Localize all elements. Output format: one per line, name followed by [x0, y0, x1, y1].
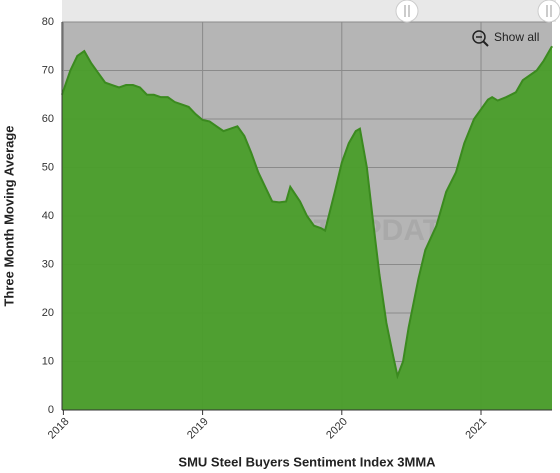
area-fill	[62, 46, 552, 410]
navigator	[62, 0, 556, 22]
y-axis-label: Three Month Moving Average	[1, 125, 16, 306]
show-all-label[interactable]: Show all	[494, 30, 539, 44]
y-tick-label: 30	[42, 258, 54, 270]
x-tick-label: 2020	[324, 416, 350, 442]
y-tick-label: 0	[48, 404, 54, 416]
zoom-icon	[472, 30, 486, 44]
range-handle[interactable]	[537, 0, 560, 23]
x-axis-label: SMU Steel Buyers Sentiment Index 3MMA	[178, 454, 436, 469]
zoom-icon	[482, 40, 489, 47]
y-tick-label: 20	[42, 307, 54, 319]
y-tick-label: 60	[42, 113, 54, 125]
x-tick-label: 2019	[185, 416, 211, 442]
y-tick-label: 80	[42, 16, 54, 28]
x-tick-label: 2018	[46, 416, 72, 442]
range-handle[interactable]	[395, 0, 419, 23]
area-line	[61, 45, 553, 380]
y-tick-label: 50	[42, 161, 54, 173]
show-all-button[interactable]: Show all	[472, 30, 539, 47]
y-tick-label: 70	[42, 64, 54, 76]
y-tick-label: 10	[42, 355, 54, 367]
x-tick-label: 2021	[463, 416, 489, 442]
y-tick-label: 40	[42, 210, 54, 222]
